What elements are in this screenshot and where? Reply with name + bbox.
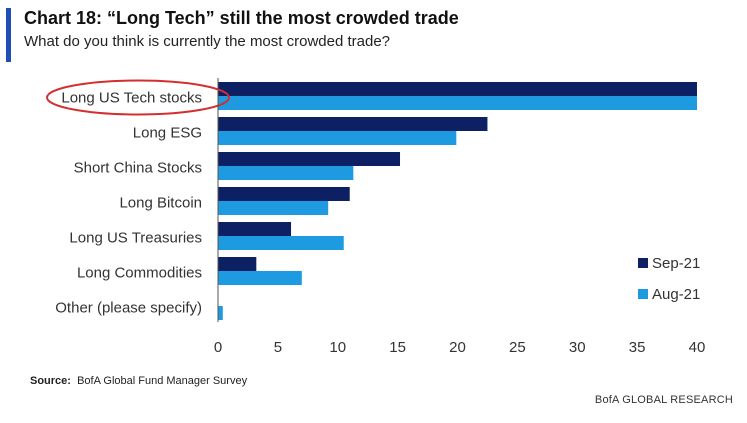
category-label: Long US Tech stocks <box>61 90 202 107</box>
source-note: Source: BofA Global Fund Manager Survey <box>30 375 247 387</box>
bar-aug-21-short-china-stocks <box>218 166 354 180</box>
bar-sep-21-long-bitcoin <box>218 187 350 201</box>
bar-sep-21-long-commodities <box>218 257 257 271</box>
title-accent-bar <box>6 8 11 62</box>
bar-sep-21-long-us-tech-stocks <box>218 82 697 96</box>
x-tick-label: 10 <box>329 339 346 356</box>
bar-aug-21-long-us-tech-stocks <box>218 96 697 110</box>
legend-label: Aug-21 <box>652 286 700 303</box>
highlight-ring <box>46 79 230 116</box>
x-tick-label: 30 <box>569 339 586 356</box>
bar-chart: Long US Tech stocks Long ESG Short China S… <box>46 78 706 356</box>
bar-aug-21-long-esg <box>218 131 457 145</box>
x-tick-label: 35 <box>629 339 646 356</box>
category-label: Long US Treasuries <box>69 230 202 247</box>
category-label: Long ESG <box>133 125 202 142</box>
legend-label: Sep-21 <box>652 255 700 272</box>
source-text: BofA Global Fund Manager Survey <box>77 375 248 387</box>
bar-sep-21-long-us-treasuries <box>218 222 292 236</box>
chart-subtitle: What do you think is currently the most … <box>24 33 391 50</box>
x-tick-label: 0 <box>214 339 222 356</box>
legend-swatch-aug-21 <box>638 289 648 299</box>
x-tick-label: 40 <box>689 339 706 356</box>
x-tick-label: 5 <box>274 339 282 356</box>
bar-sep-21-short-china-stocks <box>218 152 401 166</box>
legend-swatch-sep-21 <box>638 258 648 268</box>
chart-title: Chart 18: “Long Tech” still the most cro… <box>24 8 459 28</box>
bar-aug-21-long-commodities <box>218 271 302 285</box>
bar-aug-21-long-bitcoin <box>218 201 329 215</box>
x-tick-label: 20 <box>449 339 466 356</box>
branding: BofA GLOBAL RESEARCH <box>594 394 733 406</box>
bar-aug-21-other-please-specify <box>218 306 223 320</box>
source-label: Source: <box>30 375 71 387</box>
category-label: Long Bitcoin <box>119 195 202 212</box>
bar-aug-21-long-us-treasuries <box>218 236 344 250</box>
bar-sep-21-long-esg <box>218 117 488 131</box>
category-label: Other (please specify) <box>55 300 202 317</box>
x-tick-label: 25 <box>509 339 526 356</box>
category-label: Short China Stocks <box>74 160 202 177</box>
category-label: Long Commodities <box>77 265 202 282</box>
x-tick-label: 15 <box>389 339 406 356</box>
